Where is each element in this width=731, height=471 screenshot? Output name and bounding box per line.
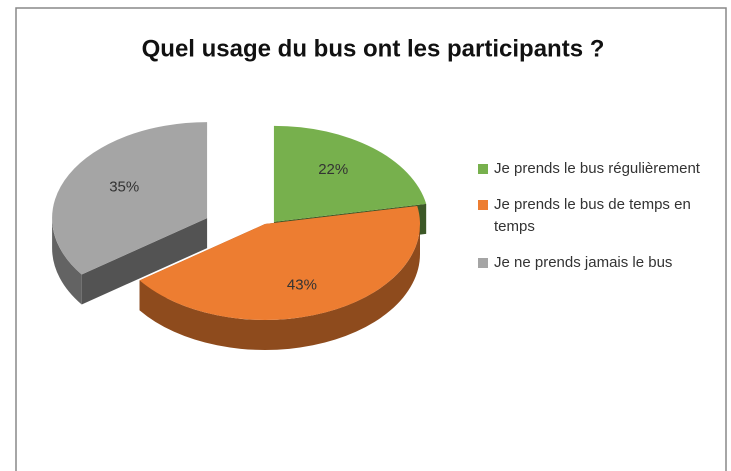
slice-side: [139, 224, 421, 350]
data-label: 35%: [109, 179, 139, 196]
legend-label: Je ne prends jamais le bus: [494, 254, 673, 271]
legend-item: Je prends le bus régulièrement: [478, 158, 718, 180]
data-label: 22%: [318, 161, 348, 178]
slice-side: [52, 218, 82, 305]
slice-wall: [81, 218, 208, 305]
legend: Je prends le bus régulièrement Je prends …: [478, 158, 718, 288]
slice: [52, 122, 208, 275]
legend-swatch: [478, 164, 488, 174]
slice: [273, 125, 427, 222]
legend-label: Je prends le bus régulièrement: [494, 160, 700, 177]
chart-title: Quel usage du bus ont les participants ?: [142, 35, 605, 62]
legend-label: Je prends le bus de temps en temps: [494, 196, 691, 235]
data-label: 43%: [287, 277, 317, 294]
slice: [139, 206, 421, 320]
legend-item: Je prends le bus de temps en temps: [478, 194, 718, 238]
legend-swatch: [478, 200, 488, 210]
legend-item: Je ne prends jamais le bus: [478, 252, 718, 274]
legend-swatch: [478, 258, 488, 268]
